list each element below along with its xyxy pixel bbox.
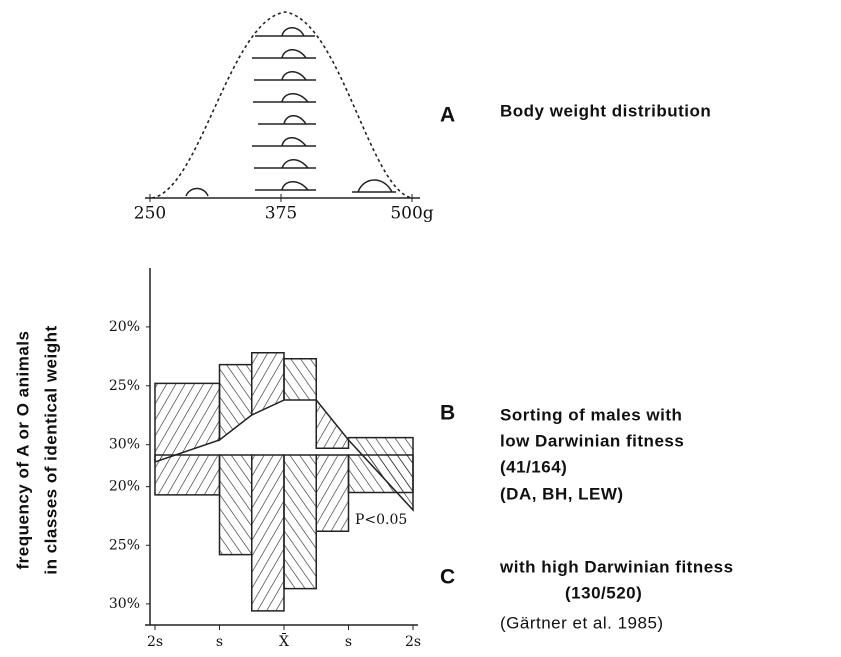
panel-label: A (440, 104, 455, 127)
x-tick-label: X̄ (279, 632, 289, 650)
caption: Sorting of males with (500, 405, 682, 424)
bar (252, 455, 284, 611)
y-tick-label: 25% (109, 537, 140, 553)
bar (220, 455, 252, 555)
y-tick-label: 20% (109, 319, 140, 335)
caption: (41/164) (500, 457, 567, 476)
x-tick-label: 375 (265, 204, 297, 224)
y-axis-label: in classes of identical weight (41, 325, 60, 574)
caption: (Gärtner et al. 1985) (500, 613, 664, 632)
caption: with high Darwinian fitness (499, 557, 734, 576)
bar (155, 455, 220, 495)
x-tick-label: s (216, 634, 223, 650)
y-tick-label: 20% (109, 479, 140, 495)
bar (349, 455, 414, 493)
y-tick-label: 30% (109, 596, 140, 612)
x-tick-label: 2s (147, 634, 163, 650)
bar (316, 455, 348, 531)
bar (284, 359, 316, 400)
annotation: P<0.05 (355, 512, 407, 528)
caption: (DA, BH, LEW) (500, 484, 624, 503)
caption: Body weight distribution (500, 101, 711, 120)
y-axis-label: frequency of A or O animals (13, 331, 32, 570)
x-tick-label: 2s (405, 634, 421, 650)
panel-label: C (440, 566, 455, 589)
y-tick-label: 25% (109, 378, 140, 394)
x-tick-label: s (345, 634, 352, 650)
figure: A Body weight distribution B Sorting of … (0, 0, 841, 657)
x-tick-label: 500g (390, 204, 433, 224)
y-tick-label: 30% (109, 437, 140, 453)
bar (284, 455, 316, 589)
caption: (130/520) (565, 583, 642, 602)
x-tick-label: 250 (134, 204, 166, 224)
caption: low Darwinian fitness (500, 431, 684, 450)
panel-label: B (440, 402, 455, 425)
